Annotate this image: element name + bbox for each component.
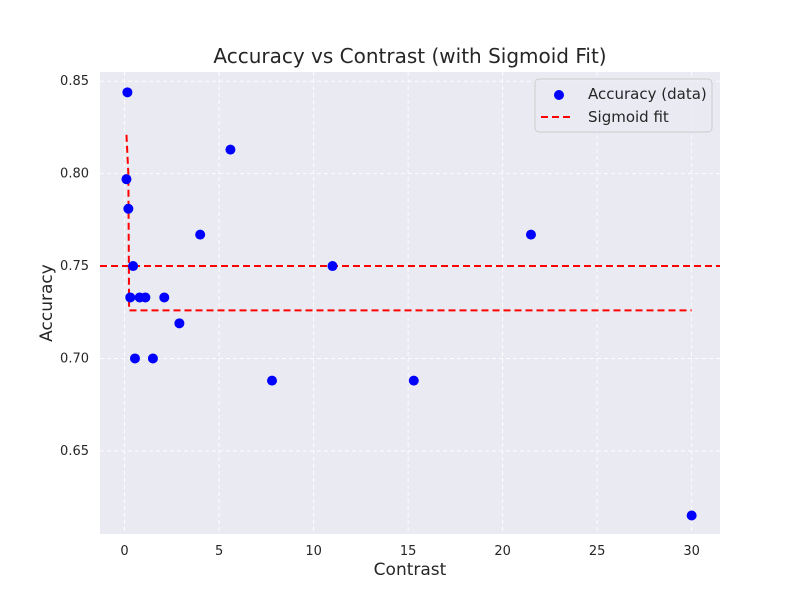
data-point (121, 174, 132, 185)
x-tick-label: 25 (589, 544, 606, 559)
data-point (525, 229, 536, 240)
x-axis-label: Contrast (374, 560, 447, 580)
data-point (128, 261, 139, 272)
legend-box (534, 78, 713, 133)
y-tick-label: 0.75 (60, 259, 89, 274)
data-point (122, 87, 133, 98)
y-tick-label: 0.65 (60, 444, 89, 459)
data-point (327, 261, 338, 272)
x-tick-labels: 0 5 10 15 20 25 30 (120, 544, 699, 559)
data-point (174, 318, 185, 329)
plot-area (100, 72, 720, 534)
data-point (267, 375, 278, 386)
x-tick-label: 20 (494, 544, 511, 559)
x-tick-label: 15 (400, 544, 417, 559)
data-point (195, 229, 206, 240)
y-tick-label: 0.80 (60, 167, 89, 182)
legend-label-data: Accuracy (data) (588, 85, 707, 103)
x-tick-label: 10 (305, 544, 322, 559)
data-point (123, 203, 134, 214)
data-point (686, 510, 697, 521)
fit-lines (100, 134, 720, 312)
y-tick-label: 0.70 (60, 351, 89, 366)
data-point (408, 375, 419, 386)
data-point (140, 292, 151, 303)
y-tick-label: 0.85 (60, 74, 89, 89)
x-tick-label: 0 (120, 544, 128, 559)
data-points (121, 87, 697, 521)
data-point (159, 292, 170, 303)
legend-label-fit: Sigmoid fit (588, 108, 669, 126)
y-axis-label: Accuracy (37, 264, 57, 342)
data-point (225, 144, 236, 155)
y-tick-labels: 0.65 0.70 0.75 0.80 0.85 (60, 74, 89, 459)
chart-title: Accuracy vs Contrast (with Sigmoid Fit) (213, 44, 606, 68)
legend-scatter-marker (554, 90, 564, 100)
data-point (129, 353, 140, 364)
sigmoid-fit-line (125, 134, 692, 312)
x-tick-label: 5 (215, 544, 223, 559)
data-point (125, 292, 136, 303)
x-tick-label: 30 (683, 544, 700, 559)
legend: Accuracy (data) Sigmoid fit (534, 78, 713, 133)
data-point (147, 353, 158, 364)
